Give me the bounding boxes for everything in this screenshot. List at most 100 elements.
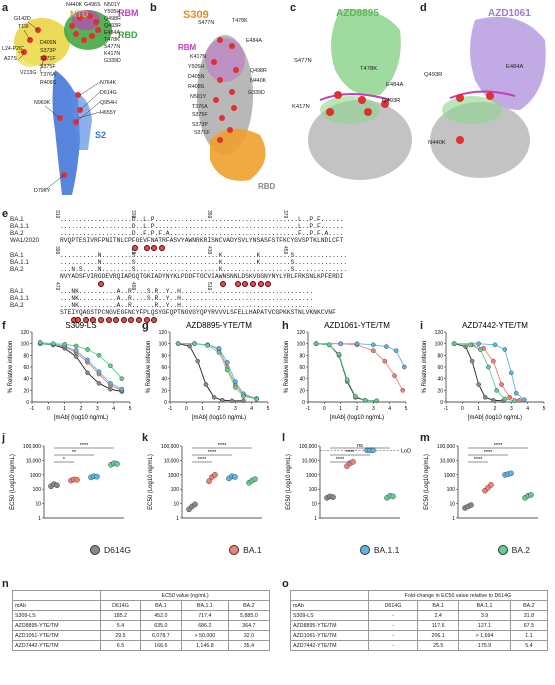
significance-label: **** bbox=[346, 450, 355, 456]
mutation-label: D796Y bbox=[34, 188, 51, 194]
mutation-labels-b: T478K S477N E484A K417N Y505H Q498R D405N N440K… bbox=[150, 0, 290, 208]
data-point bbox=[203, 382, 209, 387]
data-point bbox=[108, 381, 113, 386]
x-tick-label: 2 bbox=[356, 406, 359, 412]
x-tick-label: 2 bbox=[494, 406, 497, 412]
table-n-caption: EC50 value (ng/mL) bbox=[100, 590, 270, 601]
table-cell: 3.9 bbox=[458, 610, 511, 621]
table-cell: 6.5 bbox=[100, 640, 141, 651]
data-point bbox=[73, 343, 79, 349]
table-row: AZD8895-YTE/TM -117.6 127.1 67.5 bbox=[290, 620, 549, 631]
panel-label-g: g bbox=[142, 320, 149, 332]
panel-label-j: j bbox=[2, 432, 6, 444]
x-tick-label: 3 bbox=[96, 406, 99, 412]
data-point bbox=[392, 373, 397, 379]
mutation-label: T376A bbox=[192, 104, 208, 110]
data-point bbox=[205, 343, 210, 348]
data-point-BA.1 bbox=[212, 472, 218, 478]
x-axis-label: [mAb] (log10 ng/mL) bbox=[330, 415, 384, 421]
data-point bbox=[494, 388, 499, 393]
y-tick-label: 0 bbox=[26, 400, 29, 406]
y-tick-label: 100,000 bbox=[23, 444, 41, 450]
ntd-label: NTD bbox=[70, 9, 89, 19]
table-fold-change: Fold-change in EC50 value relative to D6… bbox=[290, 590, 549, 651]
y-tick-label: 10,000 bbox=[440, 458, 456, 464]
y-tick-label: 20 bbox=[161, 388, 167, 394]
data-point bbox=[175, 341, 181, 346]
data-point bbox=[219, 397, 225, 403]
mutation-label: H655Y bbox=[100, 110, 117, 116]
y-axis-label: % Relative infection bbox=[146, 341, 152, 394]
data-point bbox=[382, 358, 388, 364]
data-point bbox=[62, 341, 67, 347]
table-row: AZD7442-YTE/TM 6.5 166.6 1,146.8 35.4 bbox=[11, 640, 271, 651]
data-point bbox=[216, 350, 222, 355]
data-point-BA.2 bbox=[390, 493, 396, 500]
panel-label-l: l bbox=[282, 432, 286, 444]
y-tick-label: 1 bbox=[38, 516, 41, 522]
rbm-label: RBM bbox=[118, 8, 139, 18]
table-header: BA.2 bbox=[509, 600, 549, 611]
y-tick-label: 40 bbox=[23, 377, 29, 383]
y-tick-label: 60 bbox=[161, 365, 167, 371]
table-cell: 127.1 bbox=[458, 620, 511, 631]
mutation-label: S371F bbox=[194, 130, 210, 136]
series-line-BA.2 bbox=[316, 343, 377, 402]
x-tick-label: 5 bbox=[543, 406, 546, 412]
y-axis-label: % Relative infection bbox=[8, 341, 14, 394]
panel-label-c: c bbox=[290, 2, 297, 14]
table-cell: 185.2 bbox=[100, 610, 141, 621]
table-header: BA.1.1 bbox=[180, 600, 229, 611]
sequence-name: BA.1.1 bbox=[10, 295, 29, 302]
table-cell: 452.0 bbox=[139, 610, 182, 621]
table-cell: 717.4 bbox=[180, 610, 229, 621]
contact-dot bbox=[132, 245, 139, 251]
mutation-label: Q498R bbox=[250, 68, 267, 74]
data-point bbox=[354, 341, 360, 346]
x-tick-label: 2 bbox=[218, 406, 221, 412]
mutation-label: D405N bbox=[40, 40, 57, 46]
data-point bbox=[477, 347, 483, 352]
table-row: AZD1061-YTE/TM -206.1 > 1,694 1.1 bbox=[290, 630, 549, 641]
y-tick-label: 100 bbox=[159, 342, 168, 348]
y-tick-label: 100 bbox=[171, 487, 180, 493]
data-point bbox=[491, 397, 496, 403]
mutation-label: N440K bbox=[66, 2, 83, 8]
table-header: mAb bbox=[11, 600, 102, 611]
mutation-label: S375F bbox=[40, 64, 56, 70]
table-cell: 5,885.0 bbox=[227, 610, 271, 621]
table-cell: 35.4 bbox=[227, 640, 271, 651]
panel-label-n: n bbox=[2, 578, 9, 590]
mutation-label: G496S bbox=[84, 2, 101, 8]
data-point-BA.1 bbox=[488, 482, 494, 488]
contact-dot bbox=[158, 245, 165, 251]
y-tick-label: 10 bbox=[35, 502, 41, 508]
data-point bbox=[353, 393, 358, 399]
sequence-name: BA.1 bbox=[10, 288, 24, 295]
sequence-name: BA.1.1 bbox=[10, 259, 29, 266]
contact-dot bbox=[128, 317, 135, 323]
mutation-label: Q498R bbox=[104, 16, 121, 22]
legend-swatch bbox=[229, 545, 240, 555]
data-point bbox=[469, 358, 475, 364]
data-point bbox=[522, 397, 527, 402]
ec50-scatter-plots: 1 10 100 1000 10,000 100,000 EC50 (Log10 ng/mL… bbox=[10, 443, 538, 522]
table-cell: AZD8895-YTE/TM bbox=[290, 620, 369, 631]
contact-dot bbox=[105, 317, 112, 323]
table-cell: - bbox=[367, 620, 419, 631]
y-tick-label: 100 bbox=[33, 487, 42, 493]
contact-dot bbox=[242, 281, 249, 287]
y-tick-label: 40 bbox=[437, 377, 443, 383]
data-point bbox=[224, 367, 230, 373]
contact-dot bbox=[257, 281, 264, 287]
x-tick-label: 1 bbox=[63, 406, 66, 412]
sequence-line: STEIYQAGSTPCNGVEGFNCYFPLQSYGFQPTNGVGYQPY… bbox=[60, 309, 336, 316]
data-point bbox=[73, 348, 79, 353]
data-point bbox=[50, 341, 56, 346]
sequence-line: ...NK..........A..R....S.R..Y..H........… bbox=[60, 288, 314, 295]
data-point-D614G bbox=[330, 494, 336, 500]
mutation-label: S371F bbox=[40, 56, 56, 62]
sequence-name: WA1/2020 bbox=[10, 237, 40, 244]
panel-label-k: k bbox=[142, 432, 149, 444]
